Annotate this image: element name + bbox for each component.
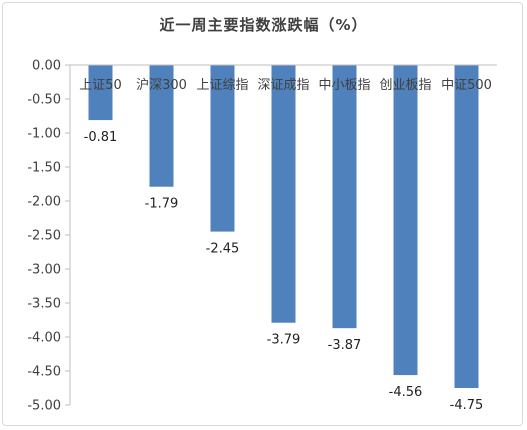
bar <box>149 65 174 187</box>
category-label: 中证500 <box>441 78 492 93</box>
bar <box>271 65 296 323</box>
y-tick-label: -5.00 <box>27 399 61 414</box>
category-label: 上证50 <box>79 78 122 93</box>
y-tick-label: -2.50 <box>27 229 61 244</box>
y-tick-label: -4.00 <box>27 331 61 346</box>
y-tick-label: -4.50 <box>27 365 61 380</box>
bar <box>210 65 235 232</box>
y-tick-label: -2.00 <box>27 195 61 210</box>
y-axis: 0.00 -0.50 -1.00 -1.50 -2.00 -2.50 -3.00 -3.50 -… <box>27 59 71 414</box>
data-label: -1.79 <box>145 197 179 212</box>
category-label: 创业板指 <box>379 78 431 93</box>
category-label: 沪深300 <box>136 77 187 93</box>
bar <box>88 65 113 121</box>
data-label: -4.56 <box>389 385 423 400</box>
y-tick-label: -3.00 <box>27 263 61 278</box>
chart-title: 近一周主要指数涨跌幅（%） <box>159 16 368 34</box>
y-tick-label: -1.50 <box>27 161 61 176</box>
y-tick-label: -3.50 <box>27 297 61 312</box>
data-label: -4.75 <box>450 398 484 413</box>
data-label: -0.81 <box>84 130 118 145</box>
data-label: -3.79 <box>267 333 301 348</box>
category-label: 上证综指 <box>196 78 248 93</box>
y-tick-label: -0.50 <box>27 93 61 108</box>
y-tick-label: 0.00 <box>32 59 61 74</box>
category-label: 深证成指 <box>257 78 309 93</box>
data-label: -2.45 <box>206 242 240 257</box>
data-label: -3.87 <box>328 338 362 353</box>
bar <box>454 65 479 388</box>
y-tick-label: -1.00 <box>27 127 61 142</box>
bars <box>88 65 479 388</box>
data-labels: -0.81 -1.79 -2.45 -3.79 -3.87 -4.56 -4.75 <box>84 130 484 413</box>
bar <box>393 65 418 376</box>
category-labels: 上证50 沪深300 上证综指 深证成指 中小板指 创业板指 中证500 <box>79 77 492 93</box>
bar <box>332 65 357 329</box>
category-label: 中小板指 <box>318 78 370 93</box>
